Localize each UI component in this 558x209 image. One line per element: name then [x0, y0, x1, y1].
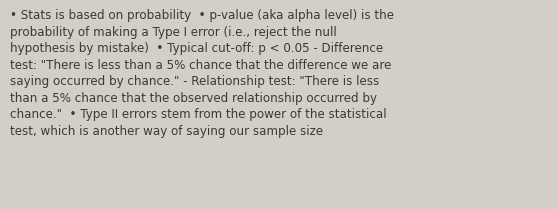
Text: • Stats is based on probability  • p-value (aka alpha level) is the
probability : • Stats is based on probability • p-valu…	[10, 9, 394, 138]
